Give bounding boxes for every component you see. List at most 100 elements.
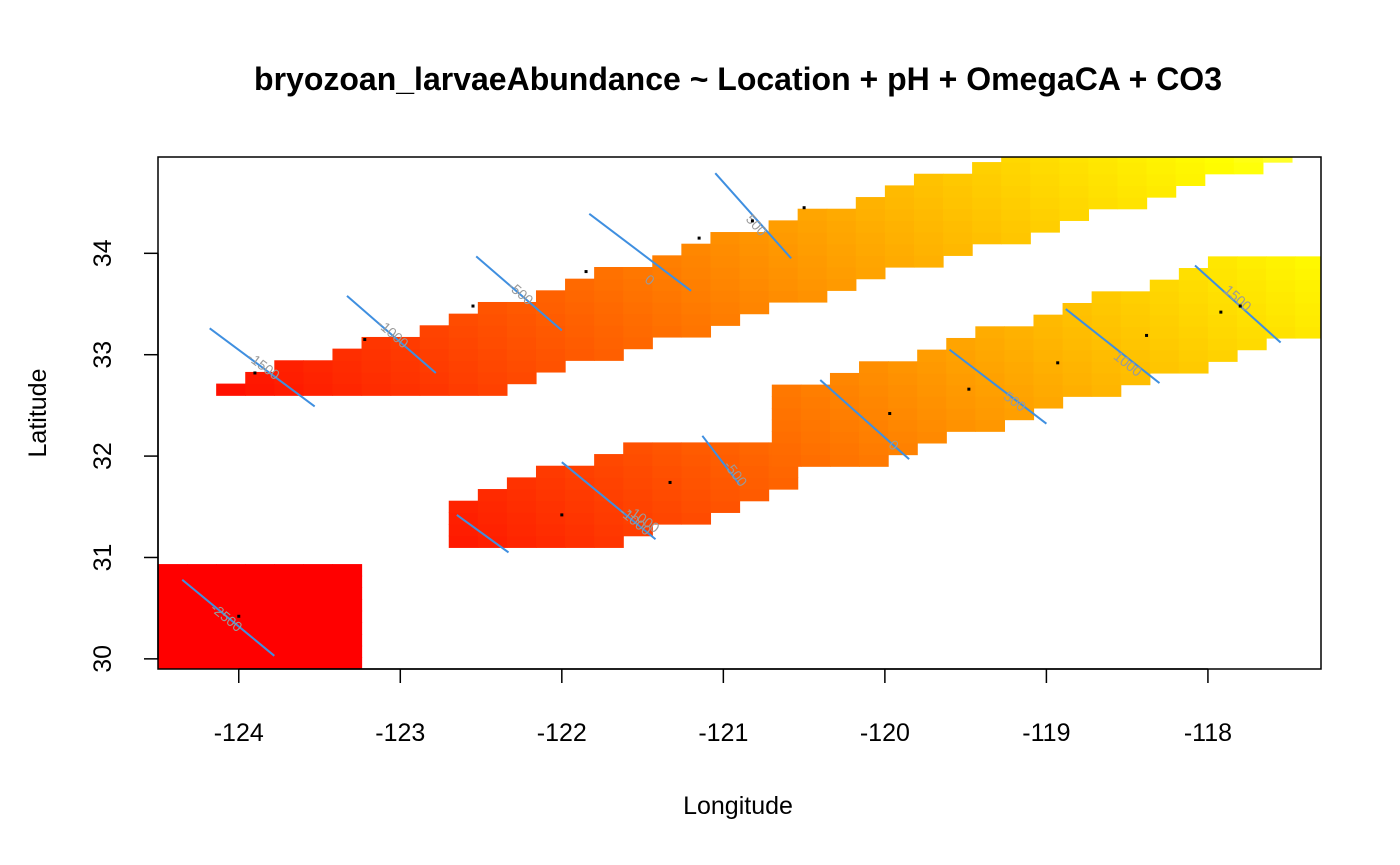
heatmap-cell [1146,157,1177,163]
heatmap-cell [652,512,682,525]
heatmap-cell [859,396,889,409]
heatmap-cell [1004,372,1035,386]
heatmap-cell [245,622,275,635]
heatmap-cell [1004,349,1035,362]
contour-line [181,579,275,657]
heatmap-cell [332,371,363,385]
heatmap-cell [361,348,392,361]
heatmap-cell [594,336,624,350]
heatmap-cell [274,622,304,635]
heatmap-cell [913,173,944,186]
heatmap-cell [477,325,508,338]
heatmap-cell [681,313,712,326]
contour-line [714,172,792,260]
heatmap-cell [739,489,770,502]
heatmap-cell [1120,326,1151,339]
heatmap-cell [739,278,770,291]
heatmap-cell [975,337,1006,351]
heatmap-cell [623,465,653,478]
heatmap-cell [506,500,537,513]
heatmap-cell [1059,173,1090,186]
heatmap-cell [565,348,595,361]
heatmap-cell [477,301,508,315]
heatmap-cell [913,255,944,268]
heatmap-cell [535,290,566,303]
y-axis: 30 31 32 33 34 [89,239,159,673]
heatmap-cell [826,278,857,291]
heatmap-cell [1033,337,1064,351]
sample-point [967,387,971,391]
heatmap-cell [972,220,1002,233]
heatmap-cell [303,360,334,373]
heatmap-cell [506,524,537,537]
heatmap-cell [975,349,1006,362]
heatmap-cell [361,371,392,385]
heatmap-cell [1033,361,1064,374]
heatmap-cell [1295,314,1321,327]
heatmap-cell [1295,279,1321,292]
heatmap-cell [506,360,537,373]
heatmap-cell [913,208,944,221]
heatmap-cell [1033,372,1064,386]
x-tick-label: -118 [1184,719,1232,747]
heatmap-cell [448,325,479,338]
heatmap-cell [710,301,741,315]
heatmap-cell [535,500,566,513]
heatmap-cell [623,267,653,280]
heatmap-cell [448,313,479,326]
heatmap-cell [303,657,334,669]
heatmap-cell [1117,185,1148,198]
heatmap-cell [972,197,1002,210]
heatmap-cell [187,645,217,658]
heatmap-cell [623,477,653,490]
heatmap-cell [390,371,421,385]
heatmap-cell [1004,407,1035,421]
heatmap-cell [829,372,860,386]
heatmap-cell [855,232,886,245]
sample-point [363,337,367,341]
heatmap-cell [1295,303,1321,316]
heatmap-cell [594,290,624,303]
contour-line [1194,264,1282,344]
heatmap-cell [274,657,304,669]
heatmap-cell [1004,384,1035,397]
heatmap-cell [1030,185,1060,198]
y-tick-label: 32 [89,442,117,470]
heatmap-cell [1120,337,1151,351]
heatmap-cell [1001,185,1031,198]
heatmap-cell [216,645,246,658]
heatmap-cell [1088,173,1119,186]
heatmap-cell [1001,208,1031,221]
sample-point [237,614,241,618]
heatmap-cell [917,431,947,444]
heatmap-cell [972,232,1002,245]
heatmap-cell [332,383,363,396]
heatmap-cell [681,267,712,280]
heatmap-cell [826,220,857,233]
y-tick-label: 31 [89,544,117,572]
heatmap-cell [710,243,741,256]
heatmap-cell [888,372,918,386]
heatmap-cell [1178,303,1209,316]
contour-line [561,461,657,540]
heatmap-cell [1062,372,1093,386]
heatmap-cell [1237,326,1267,339]
heatmap-cell [739,477,770,490]
heatmap-cell [859,454,889,467]
heatmap-cell [1207,337,1238,351]
y-tick-label: 34 [89,239,117,267]
heatmap-cell [419,371,450,385]
heatmap-cell [797,232,828,245]
heatmap-cell [361,360,392,373]
heatmap-cell [1149,337,1180,351]
heatmap-cell [1178,279,1209,292]
y-tick-label: 33 [89,341,117,369]
heatmap-cell [623,325,653,338]
heatmap-cell [652,477,682,490]
heatmap-cell [623,301,653,315]
heatmap-cell [739,454,770,467]
heatmap-cell [1059,185,1090,198]
heatmap-cell [274,564,304,577]
heatmap-cell [975,361,1006,374]
